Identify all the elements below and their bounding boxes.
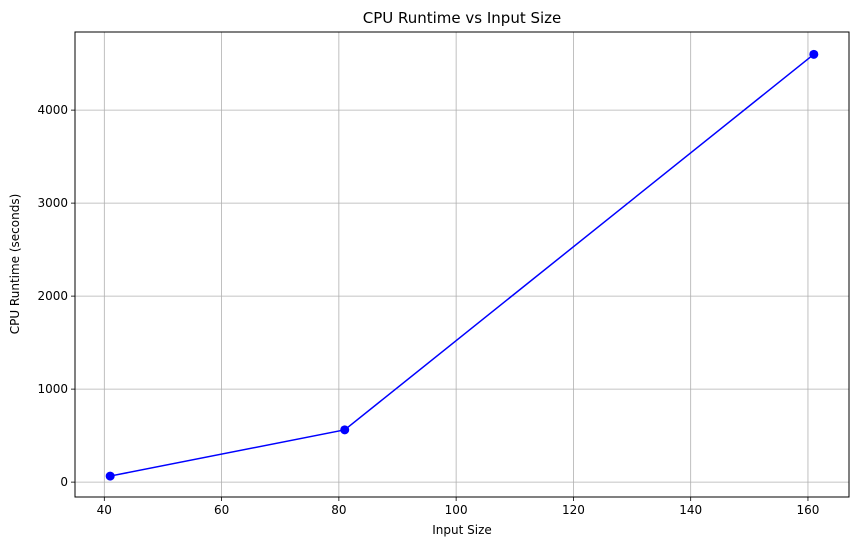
y-tick-label: 0 [60,475,68,489]
y-tick-label: 3000 [37,196,68,210]
series-layer [105,49,819,481]
x-axis: 40 60 80 100 120 140 160 [97,497,820,517]
y-axis-label: CPU Runtime (seconds) [8,194,22,335]
data-point [105,471,115,481]
data-point [809,49,819,59]
grid [75,32,849,497]
y-tick-label: 1000 [37,382,68,396]
y-tick-label: 2000 [37,289,68,303]
chart-title: CPU Runtime vs Input Size [363,9,562,27]
x-tick-label: 60 [214,503,229,517]
x-tick-label: 160 [797,503,820,517]
x-tick-label: 120 [562,503,585,517]
x-tick-label: 140 [679,503,702,517]
plot-area [74,31,850,498]
x-tick-label: 80 [331,503,346,517]
series-line [110,53,815,477]
x-axis-label: Input Size [432,523,492,537]
y-axis: 0 1000 2000 3000 4000 [37,103,75,489]
x-tick-label: 100 [445,503,468,517]
y-tick-label: 4000 [37,103,68,117]
x-tick-label: 40 [97,503,112,517]
data-point [340,425,350,435]
